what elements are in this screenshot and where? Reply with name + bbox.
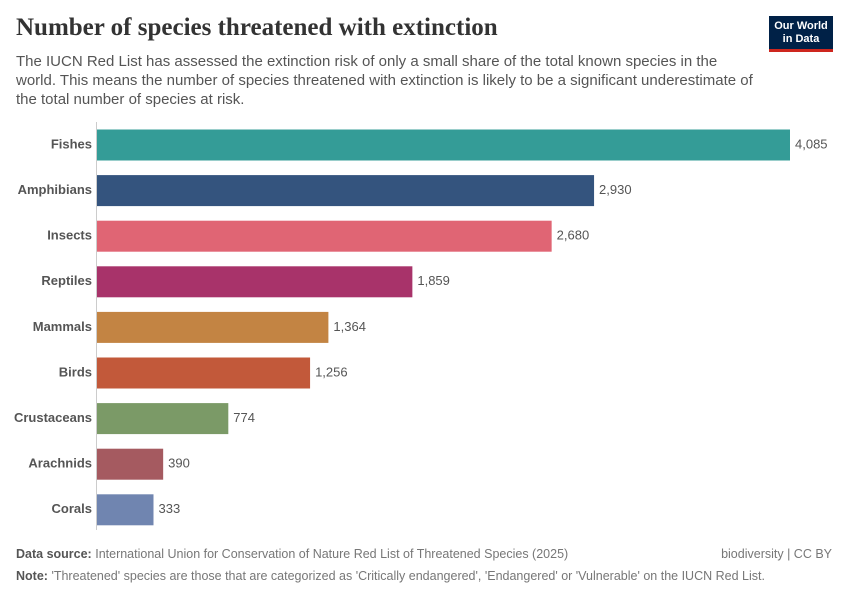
value-label: 4,085 xyxy=(795,136,828,151)
bar xyxy=(97,311,329,343)
category-label: Reptiles xyxy=(41,273,92,288)
bar xyxy=(97,175,595,207)
source-text: International Union for Conservation of … xyxy=(95,547,569,561)
category-label: Fishes xyxy=(51,136,92,151)
logo[interactable]: Our World in Data xyxy=(769,16,833,52)
category-label: Arachnids xyxy=(28,456,92,471)
bar xyxy=(97,448,164,480)
value-label: 390 xyxy=(168,456,190,471)
license[interactable]: biodiversity | CC BY xyxy=(721,547,832,561)
value-label: 333 xyxy=(158,501,180,516)
category-label: Crustaceans xyxy=(14,410,92,425)
source: Data source: International Union for Con… xyxy=(16,547,568,561)
bar xyxy=(97,266,413,298)
value-label: 2,930 xyxy=(599,182,632,197)
note: Note: 'Threatened' species are those tha… xyxy=(16,569,765,583)
value-label: 2,680 xyxy=(557,228,590,243)
logo-line: Our World xyxy=(774,20,828,32)
bar xyxy=(97,220,552,252)
chart-title: Number of species threatened with extinc… xyxy=(16,14,498,41)
bar xyxy=(97,494,154,526)
bar xyxy=(97,357,311,389)
value-label: 1,859 xyxy=(417,273,450,288)
category-label: Mammals xyxy=(33,319,92,334)
value-label: 1,364 xyxy=(333,319,366,334)
note-text: 'Threatened' species are those that are … xyxy=(51,569,765,583)
note-label: Note: xyxy=(16,569,48,583)
category-label: Birds xyxy=(59,364,92,379)
source-label: Data source: xyxy=(16,547,92,561)
category-label: Corals xyxy=(52,501,92,516)
bar xyxy=(97,403,229,435)
logo-line: in Data xyxy=(782,33,820,45)
value-label: 774 xyxy=(233,410,255,425)
category-label: Insects xyxy=(47,228,92,243)
chart-subtitle: The IUCN Red List has assessed the extin… xyxy=(16,53,753,108)
category-label: Amphibians xyxy=(18,182,92,197)
value-label: 1,256 xyxy=(315,364,348,379)
bar xyxy=(97,129,790,161)
